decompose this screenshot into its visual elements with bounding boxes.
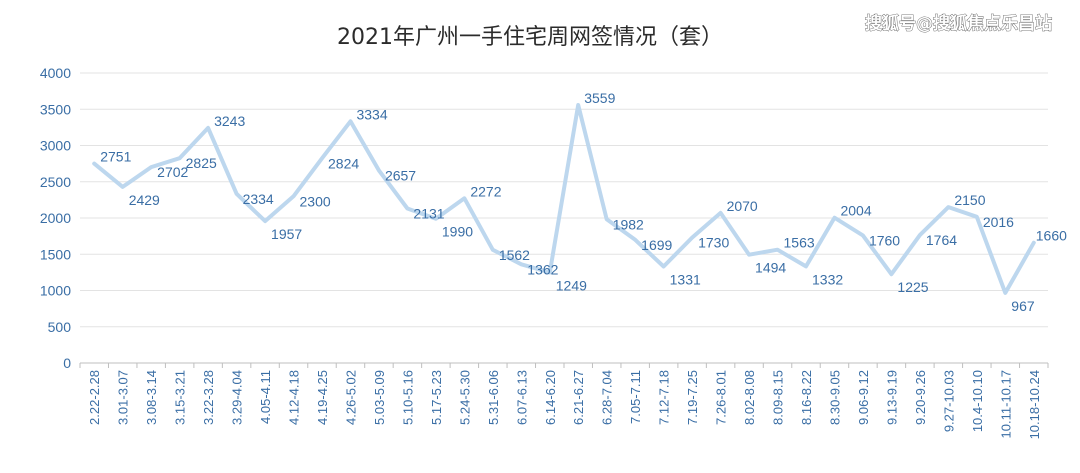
data-label: 967 xyxy=(1011,298,1035,314)
x-tick-label: 3.08-3.14 xyxy=(144,370,159,425)
data-label: 2824 xyxy=(328,155,359,171)
x-tick-label: 10.11-10.17 xyxy=(998,370,1013,438)
x-tick-label: 3.22-3.28 xyxy=(201,370,216,425)
data-label: 1563 xyxy=(784,235,815,251)
x-tick-label: 4.12-4.18 xyxy=(287,370,302,425)
y-tick-label: 1000 xyxy=(40,283,71,299)
x-tick-label: 7.19-7.25 xyxy=(685,370,700,425)
data-label: 1660 xyxy=(1036,228,1067,244)
data-label: 1362 xyxy=(527,261,558,277)
y-tick-label: 1500 xyxy=(40,246,71,262)
x-tick-label: 10.4-10.10 xyxy=(970,370,985,432)
data-label: 2300 xyxy=(300,193,331,209)
data-label: 1730 xyxy=(698,235,729,251)
series-line xyxy=(92,103,1036,295)
x-tick-label: 5.03-5.09 xyxy=(372,370,387,425)
x-tick-label: 7.05-7.11 xyxy=(628,370,643,424)
x-tick-label: 4.19-4.25 xyxy=(315,370,330,425)
x-tick-label: 5.10-5.16 xyxy=(400,370,415,425)
x-tick-label: 6.07-6.13 xyxy=(514,370,529,425)
data-label: 2702 xyxy=(157,164,188,180)
data-label: 3243 xyxy=(214,113,245,129)
data-label: 2334 xyxy=(243,191,274,207)
data-label: 1764 xyxy=(926,232,957,248)
data-label: 1990 xyxy=(442,224,473,240)
x-tick-label: 2.22-2.28 xyxy=(87,370,102,425)
x-tick-label: 9.13-9.19 xyxy=(884,370,899,425)
x-tick-label: 8.16-8.22 xyxy=(799,370,814,425)
x-tick-label: 5.31-6.06 xyxy=(486,370,501,425)
x-tick-label: 5.24-5.30 xyxy=(457,370,472,425)
x-tick-label: 10.18-10.24 xyxy=(1027,370,1042,439)
y-tick-label: 3000 xyxy=(40,138,71,154)
x-axis-ticks: 2.22-2.28 3.01-3.07 3.08-3.14 3.15-3.21 3.22… xyxy=(79,363,1049,439)
data-label: 2825 xyxy=(186,155,217,171)
data-label: 2004 xyxy=(840,203,871,219)
data-label: 3559 xyxy=(584,90,615,106)
data-label: 1562 xyxy=(499,247,530,263)
x-tick-label: 4.05-4.11 xyxy=(258,370,273,424)
x-tick-label: 9.27-10.03 xyxy=(941,370,956,432)
data-label: 1957 xyxy=(271,226,302,242)
data-label: 1494 xyxy=(755,260,786,276)
data-label: 1982 xyxy=(613,216,644,232)
data-label: 2131 xyxy=(413,206,444,222)
data-label: 2429 xyxy=(129,192,160,208)
data-label: 1225 xyxy=(897,279,928,295)
x-tick-label: 6.14-6.20 xyxy=(543,370,558,425)
x-tick-label: 3.01-3.07 xyxy=(116,370,131,425)
x-tick-label: 7.26-8.01 xyxy=(714,370,729,425)
x-tick-label: 3.29-4.04 xyxy=(230,370,245,425)
x-tick-label: 6.21-6.27 xyxy=(571,370,586,425)
x-tick-label: 8.02-8.08 xyxy=(742,370,757,425)
y-tick-label: 4000 xyxy=(40,65,71,81)
x-tick-label: 7.12-7.18 xyxy=(657,370,672,425)
data-label: 2016 xyxy=(983,214,1014,230)
data-label: 1760 xyxy=(869,232,900,248)
y-tick-label: 2500 xyxy=(40,174,71,190)
data-label: 1249 xyxy=(556,277,587,293)
chart-title: 2021年广州一手住宅周网签情况（套） xyxy=(337,25,723,50)
x-tick-label: 3.15-3.21 xyxy=(173,370,188,425)
watermark-text: 搜狐号@搜狐焦点乐昌站 xyxy=(865,13,1052,34)
x-tick-label: 8.30-9.05 xyxy=(827,370,842,425)
x-tick-label: 5.17-5.23 xyxy=(429,370,444,425)
y-tick-label: 3500 xyxy=(40,101,71,117)
y-tick-label: 0 xyxy=(63,355,71,371)
y-axis-ticks: 0 500 1000 1500 2000 2500 3000 3500 4000 xyxy=(40,65,71,371)
data-label: 1699 xyxy=(641,237,672,253)
x-tick-label: 4.26-5.02 xyxy=(343,370,358,425)
data-label: 1331 xyxy=(670,272,701,288)
data-label: 2272 xyxy=(470,183,501,199)
data-label: 2070 xyxy=(727,198,758,214)
data-label: 2150 xyxy=(954,192,985,208)
data-label: 2751 xyxy=(100,149,131,165)
x-tick-label: 8.09-8.15 xyxy=(771,370,786,425)
y-tick-label: 2000 xyxy=(40,210,71,226)
x-tick-label: 9.20-9.26 xyxy=(913,370,928,425)
x-tick-label: 9.06-9.12 xyxy=(856,370,871,425)
data-label: 2657 xyxy=(385,167,416,183)
data-label: 1332 xyxy=(812,271,843,287)
x-tick-label: 6.28-7.04 xyxy=(600,370,615,425)
y-tick-label: 500 xyxy=(48,319,72,335)
data-label: 3334 xyxy=(356,106,387,122)
